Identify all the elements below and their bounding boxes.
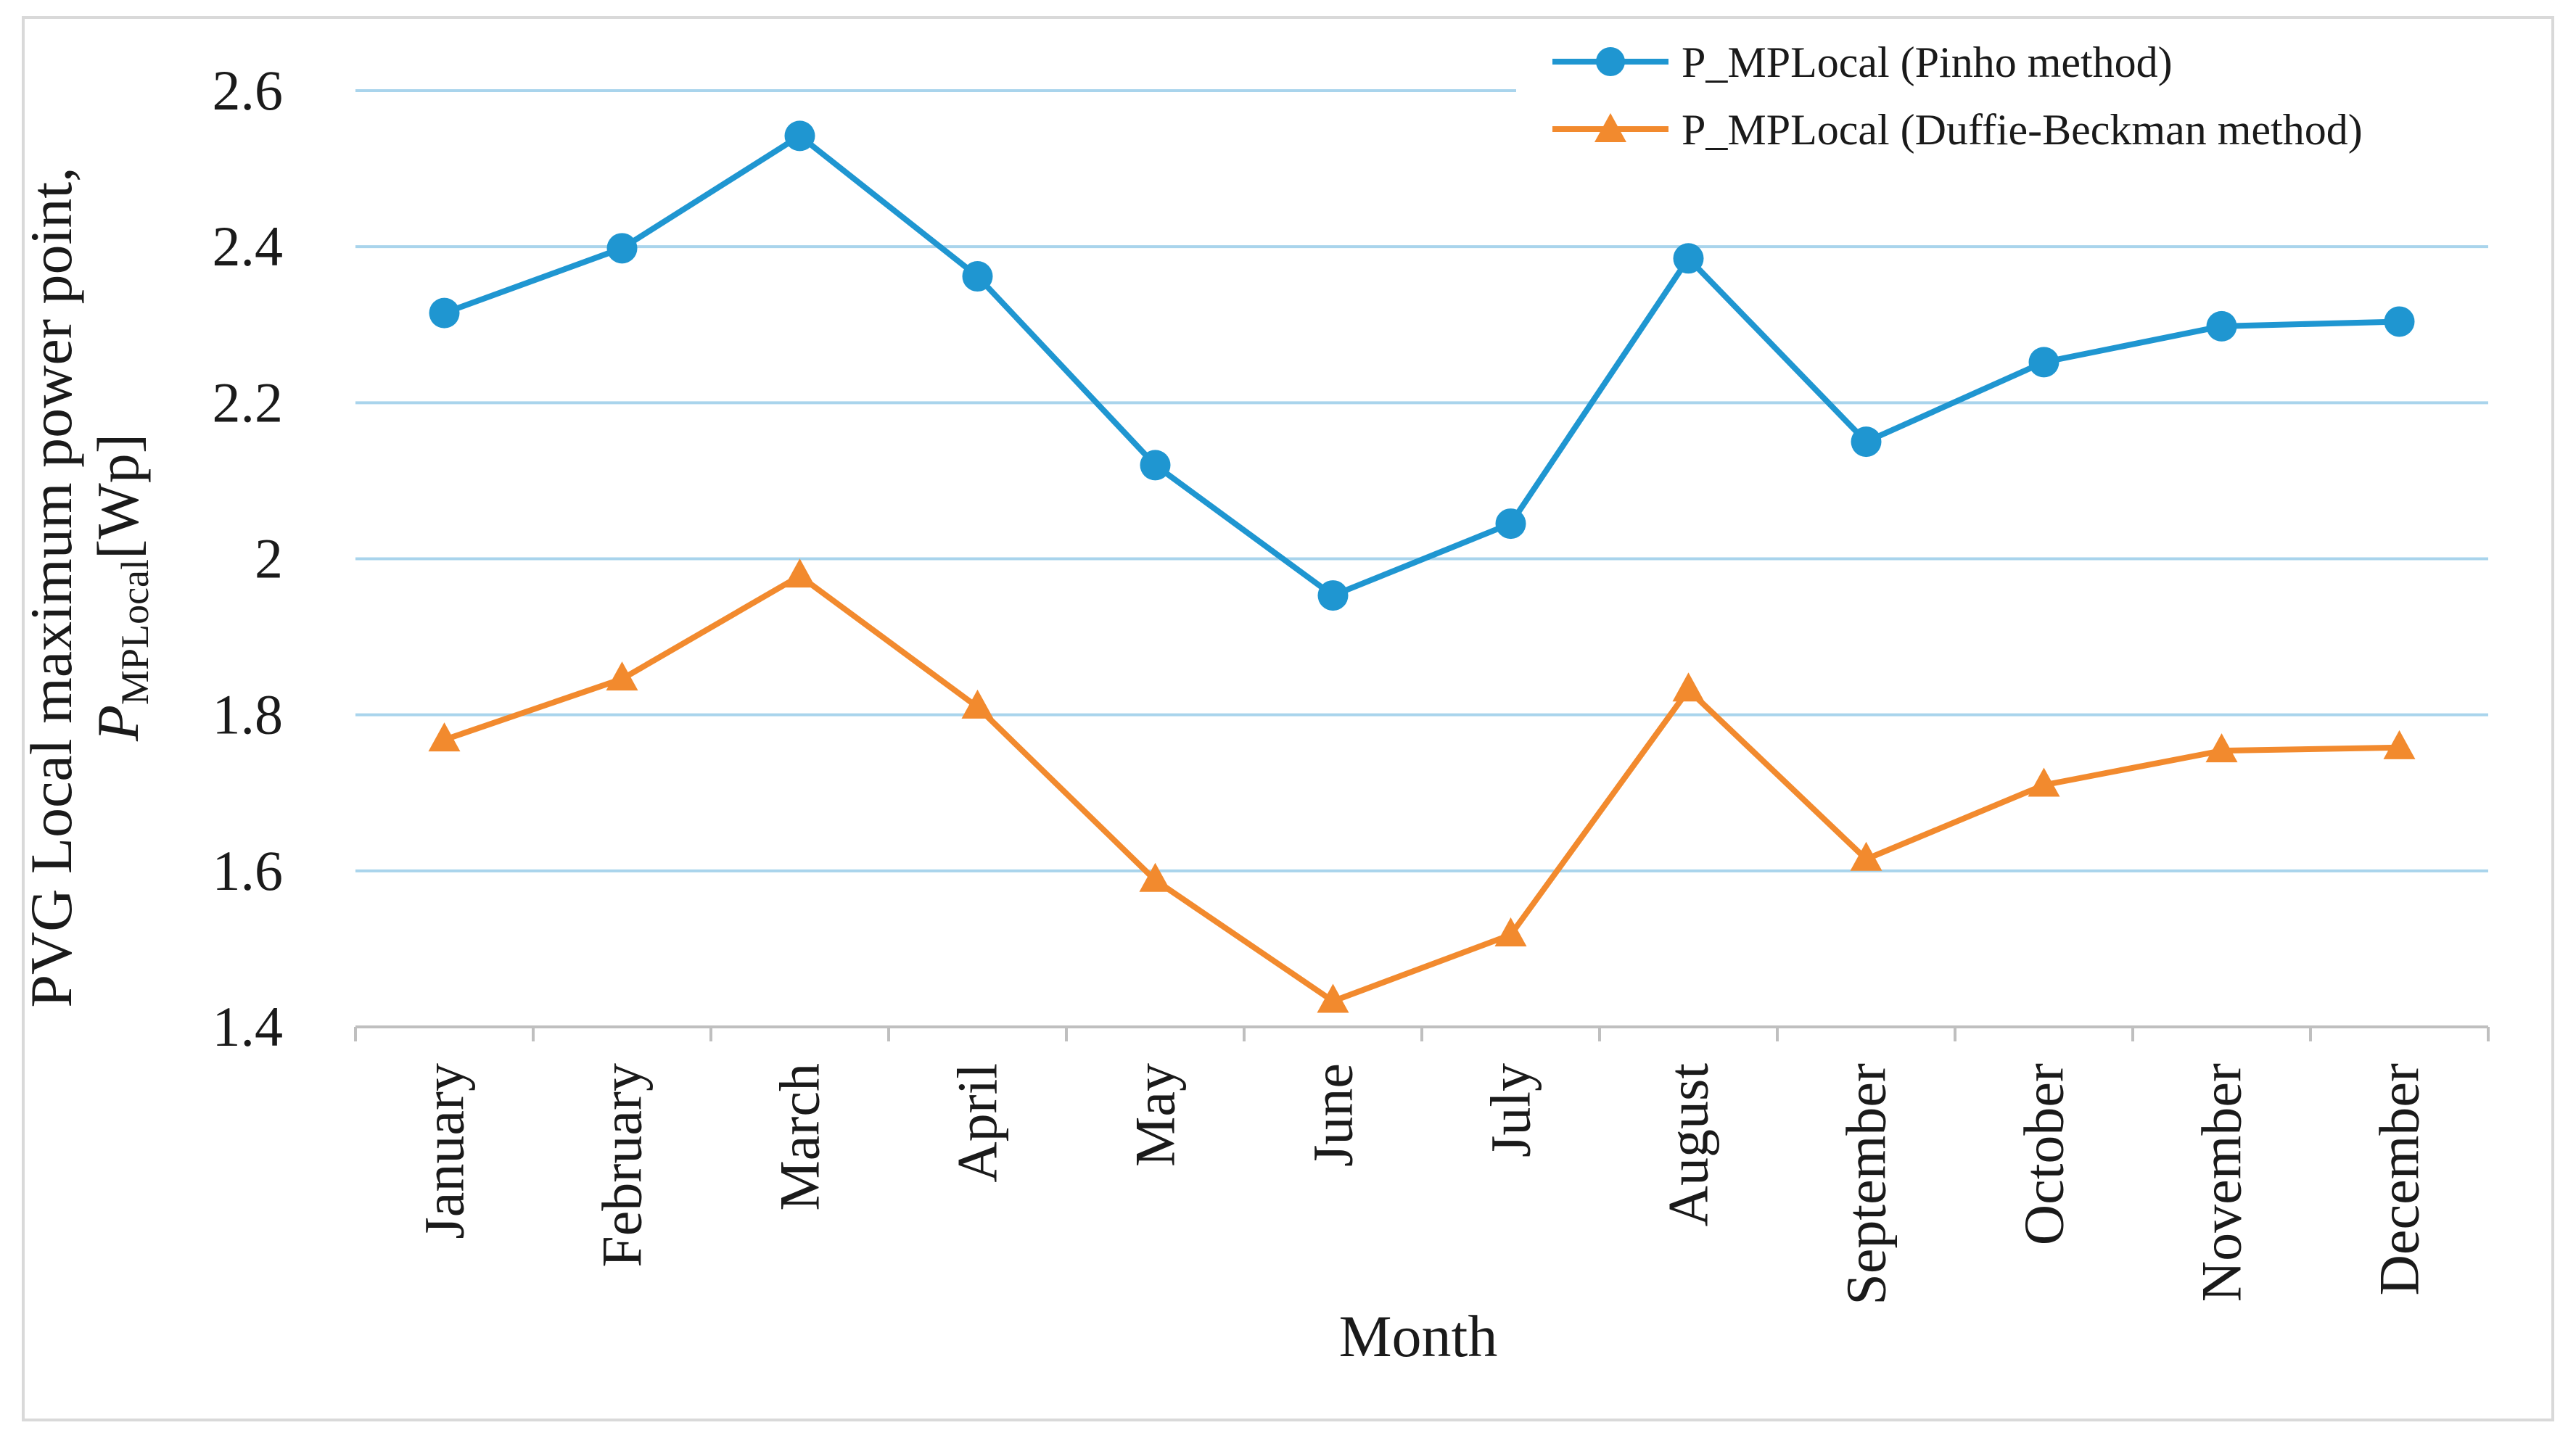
legend: P_MPLocal (Pinho method) P_MPLocal (Duff… [1516, 22, 2503, 167]
data-point-may [1140, 450, 1171, 481]
series-duffie-beckman [428, 558, 2416, 1013]
y-tick-label: 2.6 [213, 59, 284, 122]
x-tick-label-june: June [1301, 1063, 1365, 1167]
legend-label-pinho: P_MPLocal (Pinho method) [1682, 38, 2173, 86]
data-point-june [1317, 983, 1349, 1013]
data-point-october [2028, 347, 2059, 378]
x-tick-label-august: August [1657, 1063, 1720, 1227]
y-tick-label: 1.8 [213, 683, 284, 746]
chart-frame [22, 16, 2554, 1421]
data-point-september [1850, 841, 1882, 871]
y-tick-label: 1.6 [213, 839, 284, 902]
y-axis-title-line2: PMPLocal[Wp] [85, 434, 157, 742]
x-tick-label-february: February [590, 1063, 654, 1268]
y-axis-title: PVG Local maximum power point, [18, 167, 84, 1007]
x-tick-label-march: March [768, 1063, 831, 1211]
data-point-july [1495, 508, 1526, 540]
y-axis-unit: [Wp] [85, 434, 151, 559]
y-axis-title-line1: PVG Local maximum power point, [18, 167, 84, 1007]
data-point-february [606, 233, 638, 264]
data-point-april [962, 261, 993, 292]
data-point-january [429, 297, 460, 329]
x-tick-labels: January February March April May June July Augu… [413, 1063, 2431, 1305]
x-tick-label-september: September [1835, 1063, 1898, 1305]
data-point-july [1494, 917, 1527, 947]
svg-text:PMPLocal[Wp]: PMPLocal[Wp] [85, 434, 157, 742]
y-tick-label: 2 [255, 527, 283, 590]
y-tick-label: 1.4 [213, 995, 284, 1058]
data-point-january [428, 722, 461, 752]
data-point-may [1139, 862, 1172, 892]
series-pinho [429, 120, 2415, 611]
series-line [443, 573, 2400, 1004]
x-tick-label-december: December [2368, 1063, 2431, 1295]
y-tick-label: 2.4 [213, 215, 284, 278]
x-tick-label-may: May [1124, 1063, 1187, 1167]
data-point-november [2205, 733, 2238, 763]
series [428, 120, 2416, 1013]
y-axis-subscript: MPLocal [113, 559, 157, 705]
legend-marker-pinho [1596, 47, 1625, 76]
data-point-august [1673, 243, 1704, 274]
data-point-december [2383, 730, 2416, 759]
data-point-march [783, 558, 816, 588]
y-tick-label: 2.2 [213, 371, 284, 434]
data-point-december [2384, 306, 2415, 337]
x-tick-label-january: January [413, 1063, 476, 1239]
data-point-november [2206, 310, 2237, 342]
axes [354, 1025, 2490, 1041]
x-tick-label-april: April [946, 1063, 1009, 1183]
legend-marker-duffie [1594, 113, 1626, 142]
legend-background [1516, 22, 2503, 167]
data-point-august [1672, 672, 1705, 702]
x-tick-label-november: November [2190, 1063, 2253, 1302]
data-point-october [2028, 767, 2060, 797]
x-tick-label-october: October [2012, 1063, 2075, 1245]
data-point-april [961, 689, 994, 719]
data-point-february [606, 661, 638, 691]
x-tick-label-july: July [1479, 1063, 1542, 1157]
data-point-june [1317, 580, 1349, 611]
y-tick-labels: 1.4 1.6 1.8 2 2.2 2.4 2.6 [213, 59, 284, 1058]
series-line [443, 133, 2400, 599]
y-axis-symbol: P [85, 705, 151, 742]
x-axis-title: Month [1339, 1303, 1498, 1369]
gridlines [355, 89, 2488, 872]
data-point-march [784, 120, 815, 152]
legend-label-duffie: P_MPLocal (Duffie-Beckman method) [1682, 106, 2363, 154]
data-point-september [1851, 426, 1882, 458]
